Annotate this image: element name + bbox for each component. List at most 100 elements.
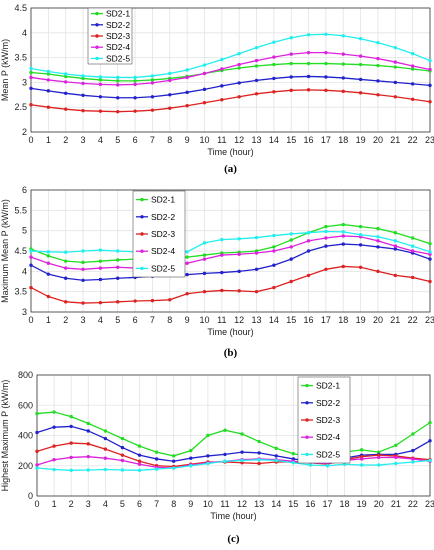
data-point bbox=[428, 58, 432, 63]
x-tick-label: 7 bbox=[150, 135, 155, 145]
data-point bbox=[358, 54, 363, 58]
data-point bbox=[428, 252, 432, 256]
data-point bbox=[359, 463, 364, 467]
data-point bbox=[254, 289, 259, 294]
legend-label: SD2-5 bbox=[151, 263, 175, 273]
data-point bbox=[341, 34, 345, 38]
data-point bbox=[81, 260, 85, 265]
data-point bbox=[272, 233, 276, 238]
data-point bbox=[223, 452, 227, 457]
data-point bbox=[137, 453, 142, 457]
data-point bbox=[35, 449, 39, 454]
legend-marker bbox=[140, 232, 144, 236]
y-tick-label: 5 bbox=[22, 226, 27, 236]
data-point bbox=[116, 79, 120, 83]
data-point bbox=[393, 45, 398, 50]
y-tick-label: 4 bbox=[22, 28, 27, 38]
data-point bbox=[223, 428, 227, 432]
legend-entry: SD2-3 bbox=[91, 31, 130, 41]
x-tick-label: 17 bbox=[321, 315, 331, 325]
data-point bbox=[29, 285, 33, 290]
data-point bbox=[103, 447, 108, 451]
data-point bbox=[376, 269, 380, 274]
y-tick-label: 5.5 bbox=[14, 205, 27, 215]
data-point bbox=[428, 100, 432, 104]
data-point bbox=[185, 272, 189, 277]
data-point bbox=[63, 276, 68, 280]
data-point bbox=[189, 464, 193, 468]
legend-entry: SD2-2 bbox=[301, 398, 340, 408]
data-point bbox=[103, 436, 108, 441]
data-point bbox=[103, 429, 108, 433]
x-tick-label: 18 bbox=[338, 315, 348, 325]
x-tick-label: 20 bbox=[373, 135, 383, 145]
data-point bbox=[29, 249, 33, 253]
y-tick-label: 3 bbox=[22, 77, 27, 87]
data-point bbox=[86, 429, 90, 433]
data-point bbox=[202, 87, 207, 92]
data-point bbox=[154, 450, 159, 454]
data-point bbox=[29, 103, 33, 107]
data-point bbox=[63, 74, 68, 79]
data-point bbox=[428, 83, 432, 88]
x-tick-label: 11 bbox=[220, 499, 229, 509]
data-point bbox=[81, 249, 85, 253]
data-point bbox=[81, 301, 85, 305]
data-point bbox=[254, 251, 259, 255]
legend-marker bbox=[95, 34, 99, 38]
data-point bbox=[237, 66, 241, 70]
x-tick-label: 10 bbox=[199, 315, 209, 325]
x-tick-label: 8 bbox=[171, 499, 176, 509]
data-point bbox=[69, 455, 73, 460]
series-line bbox=[30, 243, 431, 281]
data-point bbox=[185, 261, 189, 265]
data-point bbox=[81, 93, 85, 97]
data-point bbox=[289, 75, 293, 79]
data-point bbox=[358, 37, 363, 41]
data-point bbox=[202, 71, 207, 76]
x-tick-label: 5 bbox=[115, 135, 120, 145]
data-point bbox=[52, 410, 56, 414]
legend-entry: SD2-2 bbox=[91, 20, 130, 30]
data-point bbox=[81, 74, 85, 78]
data-point bbox=[341, 222, 345, 227]
data-point bbox=[341, 230, 345, 234]
data-point bbox=[428, 458, 432, 463]
series-line bbox=[30, 51, 431, 86]
legend-label: SD2-3 bbox=[106, 31, 130, 41]
data-point bbox=[428, 279, 432, 284]
legend-entry: SD2-1 bbox=[136, 195, 175, 205]
data-point bbox=[237, 269, 241, 274]
data-point bbox=[29, 66, 33, 71]
data-point bbox=[168, 298, 172, 302]
data-point bbox=[306, 88, 311, 92]
data-point bbox=[116, 83, 120, 87]
x-tick-label: 9 bbox=[188, 499, 193, 509]
x-tick-label: 19 bbox=[357, 499, 367, 509]
data-point bbox=[324, 50, 328, 55]
data-point bbox=[237, 237, 241, 241]
y-tick-label: 6 bbox=[22, 185, 27, 195]
legend-label: SD2-2 bbox=[106, 20, 130, 30]
legend-marker bbox=[95, 23, 99, 27]
data-point bbox=[98, 82, 103, 87]
data-point bbox=[240, 458, 244, 463]
data-point bbox=[289, 245, 293, 249]
data-point bbox=[376, 239, 380, 243]
data-point bbox=[254, 78, 259, 83]
x-tick-label: 2 bbox=[63, 135, 68, 145]
data-point bbox=[133, 109, 137, 113]
data-point bbox=[308, 463, 313, 467]
legend-entry: SD2-5 bbox=[136, 263, 175, 273]
series-line bbox=[36, 411, 431, 459]
data-point bbox=[289, 232, 293, 236]
data-point bbox=[168, 106, 172, 110]
data-point bbox=[428, 420, 432, 425]
data-point bbox=[341, 89, 345, 94]
data-point bbox=[69, 441, 73, 445]
data-point bbox=[116, 109, 120, 114]
data-point bbox=[257, 458, 261, 462]
data-point bbox=[394, 443, 398, 448]
data-point bbox=[29, 255, 33, 259]
